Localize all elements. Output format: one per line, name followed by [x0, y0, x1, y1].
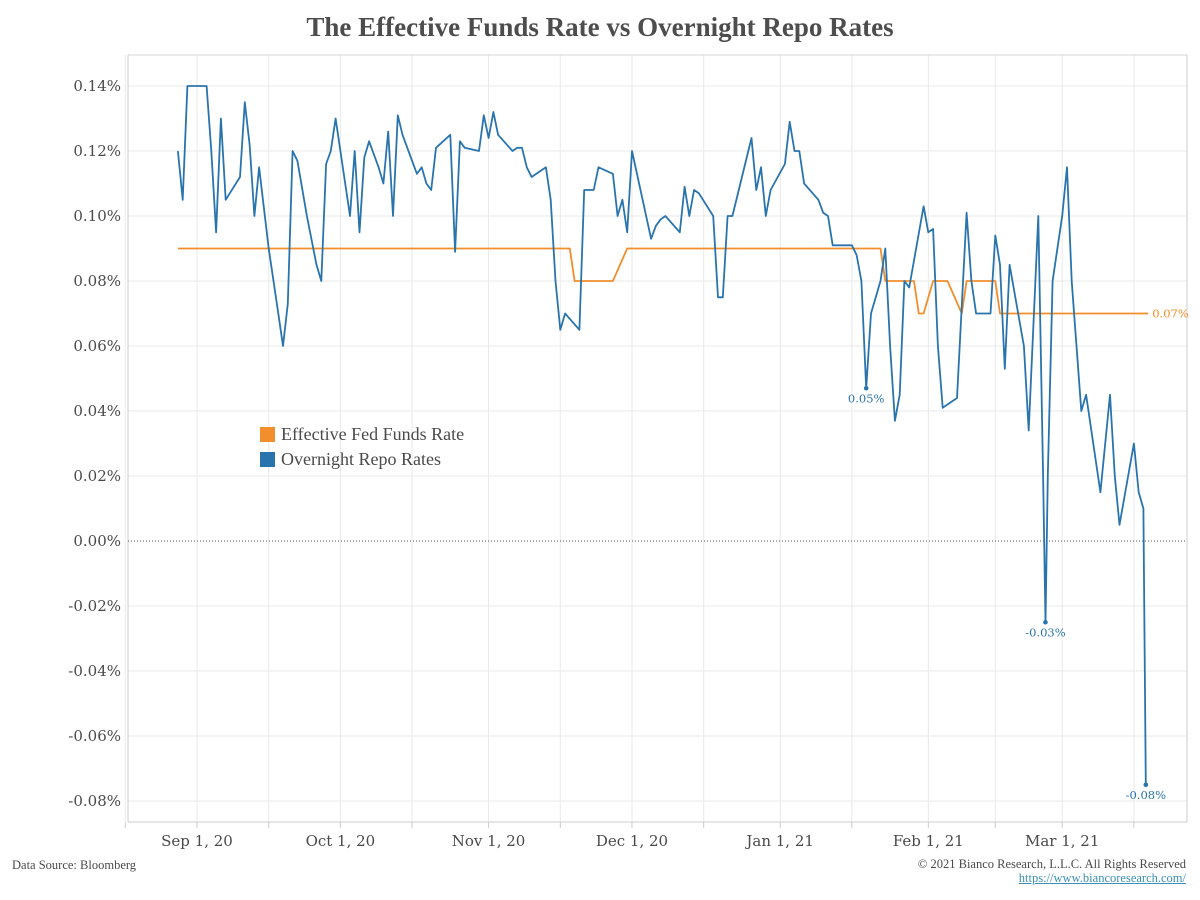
- x-axis-ticks: Sep 1, 20 Oct 1, 20 Nov 1, 20 Dec 1, 20 Jan …: [161, 832, 1099, 850]
- x-tick-label: Oct 1, 20: [306, 832, 376, 850]
- x-tick-label: Mar 1, 21: [1025, 832, 1099, 850]
- y-tick-label: 0.06%: [73, 337, 121, 355]
- annotation-label: -0.08%: [1126, 788, 1166, 802]
- y-tick-label: -0.02%: [68, 597, 121, 615]
- data-source: Data Source: Bloomberg: [12, 858, 137, 872]
- y-tick-label: 0.04%: [73, 402, 121, 420]
- annotation-marker: [1143, 782, 1149, 788]
- legend-label: Overnight Repo Rates: [281, 449, 441, 469]
- axes: [124, 54, 1188, 828]
- annotation-marker: [1043, 619, 1048, 625]
- series-lines: [177, 85, 1149, 785]
- annotations: 0.07% 0.05% -0.03% -0.08%: [848, 307, 1189, 802]
- y-axis-ticks: 0.14% 0.12% 0.10% 0.08% 0.06% 0.04% 0.02% 0.00%…: [68, 77, 121, 810]
- legend-swatch-blue: [260, 452, 275, 467]
- legend-item-repo: Overnight Repo Rates: [260, 447, 464, 472]
- y-tick-label: 0.02%: [73, 467, 121, 485]
- effr-line: [177, 247, 1149, 315]
- y-tick-label: 0.14%: [73, 77, 121, 95]
- y-tick-label: 0.00%: [73, 532, 121, 550]
- y-tick-label: 0.08%: [73, 272, 121, 290]
- x-tick-label: Feb 1, 21: [893, 832, 964, 850]
- y-tick-label: -0.06%: [68, 727, 121, 745]
- legend-item-effr: Effective Fed Funds Rate: [260, 422, 464, 447]
- legend-swatch-orange: [260, 427, 275, 442]
- website-link[interactable]: https://www.biancoresearch.com/: [1018, 871, 1186, 885]
- y-tick-label: -0.04%: [68, 662, 121, 680]
- legend-label: Effective Fed Funds Rate: [281, 424, 465, 444]
- y-tick-label: 0.10%: [73, 207, 121, 225]
- copyright-block: © 2021 Bianco Research, L.L.C. All Right…: [918, 857, 1186, 885]
- x-tick-label: Nov 1, 20: [452, 832, 526, 850]
- y-tick-label: -0.08%: [68, 792, 121, 810]
- legend: Effective Fed Funds Rate Overnight Repo …: [260, 422, 464, 472]
- x-tick-label: Sep 1, 20: [161, 832, 233, 850]
- annotation-marker: [863, 385, 869, 391]
- repo-line: [177, 85, 1147, 785]
- copyright-text: © 2021 Bianco Research, L.L.C. All Right…: [917, 857, 1186, 871]
- gridlines: [124, 55, 1187, 822]
- x-tick-label: Dec 1, 20: [596, 832, 668, 850]
- annotation-label: 0.05%: [848, 391, 885, 405]
- x-tick-label: Jan 1, 21: [744, 832, 814, 850]
- chart-title: The Effective Funds Rate vs Overnight Re…: [306, 12, 894, 42]
- effr-end-label: 0.07%: [1152, 307, 1189, 321]
- annotation-label: -0.03%: [1025, 625, 1065, 639]
- y-tick-label: 0.12%: [73, 142, 121, 160]
